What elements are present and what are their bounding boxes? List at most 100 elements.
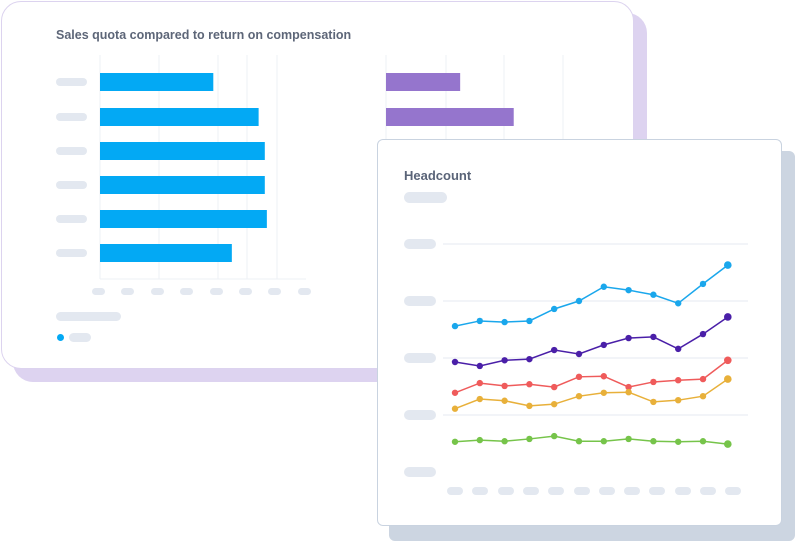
series-line (454, 378, 729, 410)
data-point (675, 396, 682, 404)
data-point (501, 357, 508, 364)
x-tick-placeholder (472, 487, 489, 495)
data-point (551, 432, 558, 440)
data-point (551, 400, 558, 408)
data-point (600, 389, 607, 396)
category-label-placeholder (56, 147, 87, 155)
data-point (575, 373, 583, 381)
legend-label-placeholder (69, 333, 91, 342)
x-tick-placeholder (674, 487, 691, 495)
bar (386, 108, 514, 126)
data-point (526, 381, 533, 388)
bar (386, 73, 461, 91)
data-point (451, 405, 459, 412)
series-line (454, 359, 729, 394)
data-point (724, 440, 732, 448)
data-point (724, 375, 732, 383)
data-point (476, 317, 483, 325)
data-point (451, 358, 459, 366)
x-tick-placeholder (522, 487, 539, 495)
data-point (699, 438, 707, 445)
y-tick-placeholder (404, 467, 436, 477)
x-tick-placeholder (150, 288, 164, 295)
data-point (526, 435, 533, 443)
data-point (625, 389, 632, 396)
x-tick-placeholder (447, 487, 463, 495)
data-point (650, 378, 657, 386)
x-tick-placeholder (497, 487, 514, 495)
category-label-placeholder (56, 181, 87, 189)
data-point (600, 373, 607, 380)
sales-chart-title: Sales quota compared to return on compen… (56, 28, 352, 42)
data-point (501, 318, 508, 326)
data-point (625, 383, 632, 391)
bar (100, 142, 265, 160)
x-tick-placeholder (573, 487, 590, 495)
data-point (675, 438, 682, 445)
data-point (625, 286, 632, 294)
data-point (575, 392, 583, 400)
x-tick-placeholder (297, 288, 311, 295)
data-point (526, 355, 533, 363)
x-tick-placeholder (92, 288, 105, 295)
data-point (451, 322, 459, 330)
data-point (575, 350, 583, 358)
y-tick-placeholder (404, 410, 436, 420)
category-label-placeholder (56, 113, 87, 121)
data-point (476, 379, 483, 387)
data-point (551, 305, 558, 313)
data-point (724, 313, 732, 321)
data-point (675, 300, 682, 307)
y-tick-placeholder (404, 353, 436, 363)
data-point (600, 438, 607, 445)
bar (100, 73, 214, 91)
bar (100, 210, 267, 228)
x-tick-placeholder (700, 487, 716, 495)
data-point (526, 402, 533, 410)
legend-swatch (57, 334, 64, 341)
headcount-title: Headcount (404, 168, 472, 183)
bar (100, 108, 259, 126)
data-point (699, 392, 707, 400)
data-point (501, 438, 508, 445)
data-point (551, 383, 558, 391)
series-line (454, 264, 729, 327)
headcount-card (377, 139, 782, 526)
data-point (451, 389, 459, 396)
data-point (600, 341, 607, 349)
data-point (551, 346, 558, 354)
data-point (650, 333, 657, 341)
x-tick-placeholder (624, 487, 641, 495)
data-point (650, 291, 657, 298)
legend-title-placeholder (56, 312, 121, 321)
data-point (625, 334, 632, 342)
data-point (699, 330, 707, 338)
x-tick-placeholder (121, 288, 135, 295)
y-tick-placeholder (404, 239, 436, 249)
x-tick-placeholder (268, 288, 282, 295)
data-point (575, 438, 583, 445)
data-point (501, 397, 508, 404)
y-tick-placeholder (404, 296, 436, 306)
x-tick-placeholder (725, 487, 742, 495)
data-point (476, 436, 483, 444)
data-point (724, 356, 732, 365)
data-point (699, 280, 707, 288)
data-point (600, 283, 607, 290)
x-tick-placeholder (649, 487, 666, 495)
x-tick-placeholder (239, 288, 252, 295)
x-tick-placeholder (180, 288, 194, 295)
data-point (675, 377, 682, 384)
series-line (454, 316, 729, 367)
category-label-placeholder (56, 249, 87, 257)
data-point (650, 438, 657, 445)
x-tick-placeholder (209, 288, 223, 295)
data-point (675, 345, 682, 353)
data-point (724, 261, 732, 269)
data-point (699, 375, 707, 383)
series-line (454, 435, 728, 445)
data-point (650, 398, 657, 406)
x-tick-placeholder (548, 487, 565, 495)
x-tick-placeholder (598, 487, 615, 495)
